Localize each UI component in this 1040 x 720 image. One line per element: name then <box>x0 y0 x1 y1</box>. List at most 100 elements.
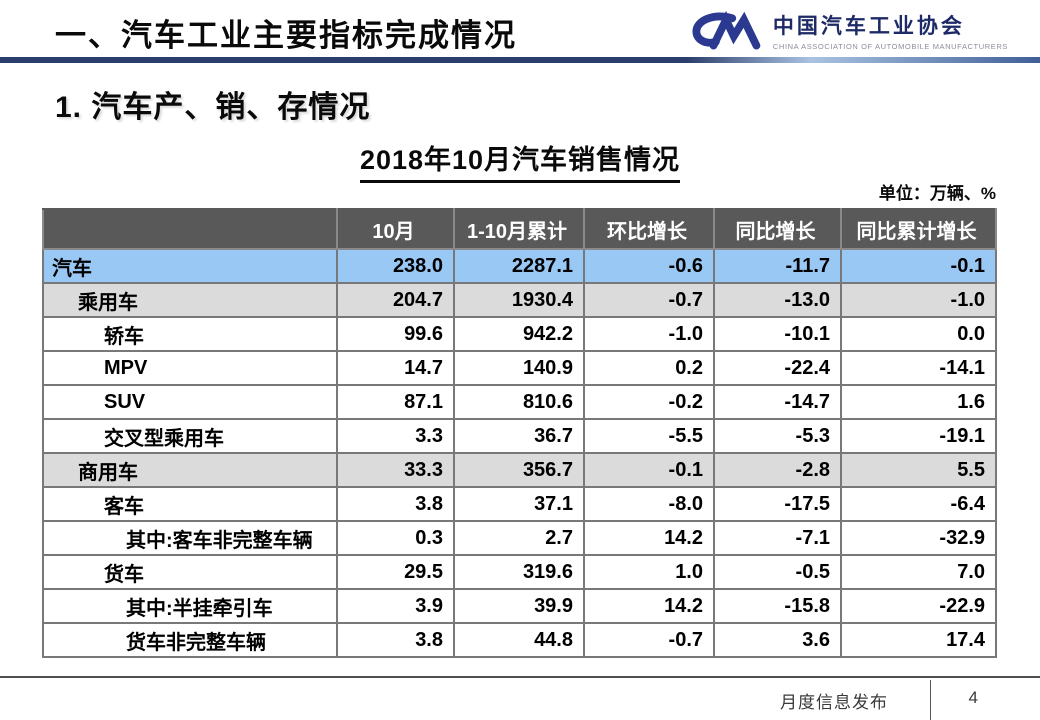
cell-value: 3.3 <box>336 418 455 454</box>
cell-value: 0.2 <box>583 350 715 386</box>
table-row: MPV 14.7 140.9 0.2 -22.4 -14.1 <box>42 350 997 386</box>
cell-value: 3.8 <box>336 622 455 658</box>
cell-value: 3.6 <box>713 622 842 658</box>
cell-value: 3.9 <box>336 588 455 624</box>
column-header: 同比增长 <box>713 208 842 250</box>
page-number: 4 <box>968 688 978 707</box>
cell-value: 1.6 <box>840 384 997 420</box>
cell-value: 36.7 <box>453 418 585 454</box>
cell-value: 2.7 <box>453 520 585 556</box>
row-label: 商用车 <box>42 452 338 488</box>
row-label: SUV <box>42 384 338 420</box>
cell-value: -0.7 <box>583 282 715 318</box>
header-divider <box>0 57 1040 63</box>
table-row: 轿车 99.6 942.2 -1.0 -10.1 0.0 <box>42 316 997 352</box>
cell-value: -0.6 <box>583 248 715 284</box>
cell-value: -13.0 <box>713 282 842 318</box>
row-label: 其中:客车非完整车辆 <box>42 520 338 556</box>
column-header <box>42 208 338 250</box>
row-label: MPV <box>42 350 338 386</box>
table-row: 客车 3.8 37.1 -8.0 -17.5 -6.4 <box>42 486 997 522</box>
table-title: 2018年10月汽车销售情况 <box>359 138 681 183</box>
cell-value: 810.6 <box>453 384 585 420</box>
sales-table: 10月 1-10月累计 环比增长 同比增长 同比累计增长 汽车 238.0 2287.1 -0… <box>42 208 997 658</box>
cell-value: -1.0 <box>840 282 997 318</box>
cell-value: 44.8 <box>453 622 585 658</box>
cell-value: 319.6 <box>453 554 585 590</box>
cell-value: 942.2 <box>453 316 585 352</box>
cell-value: 33.3 <box>336 452 455 488</box>
cell-value: -14.7 <box>713 384 842 420</box>
column-header: 同比累计增长 <box>840 208 997 250</box>
row-label: 乘用车 <box>42 282 338 318</box>
table-row: 其中:客车非完整车辆 0.3 2.7 14.2 -7.1 -32.9 <box>42 520 997 556</box>
cell-value: 14.2 <box>583 588 715 624</box>
row-label: 客车 <box>42 486 338 522</box>
row-label: 汽车 <box>42 248 338 284</box>
cell-value: 238.0 <box>336 248 455 284</box>
table-title-wrap: 2018年10月汽车销售情况 <box>0 138 1040 183</box>
logo-name-en: CHINA ASSOCIATION OF AUTOMOBILE MANUFACT… <box>772 41 1008 51</box>
cell-value: 39.9 <box>453 588 585 624</box>
table-row: 货车非完整车辆 3.8 44.8 -0.7 3.6 17.4 <box>42 622 997 658</box>
row-label: 交叉型乘用车 <box>42 418 338 454</box>
cell-value: -22.9 <box>840 588 997 624</box>
cell-value: -1.0 <box>583 316 715 352</box>
section-title: 1. 汽车产、销、存情况 <box>55 91 371 124</box>
page-title: 一、汽车工业主要指标完成情况 <box>55 18 517 53</box>
cell-value: 0.0 <box>840 316 997 352</box>
cell-value: 0.3 <box>336 520 455 556</box>
header-row: 10月 1-10月累计 环比增长 同比增长 同比累计增长 <box>42 208 997 250</box>
unit-label: 单位：万辆、% <box>878 184 996 203</box>
column-header: 环比增长 <box>583 208 715 250</box>
cell-value: -7.1 <box>713 520 842 556</box>
row-label: 轿车 <box>42 316 338 352</box>
table-row: 商用车 33.3 356.7 -0.1 -2.8 5.5 <box>42 452 997 488</box>
cell-value: 99.6 <box>336 316 455 352</box>
cell-value: 87.1 <box>336 384 455 420</box>
cell-value: -11.7 <box>713 248 842 284</box>
cell-value: -8.0 <box>583 486 715 522</box>
cell-value: -0.5 <box>713 554 842 590</box>
cell-value: -14.1 <box>840 350 997 386</box>
footer-label: 月度信息发布 <box>780 693 888 712</box>
caam-logo: 中国汽车工业协会 CHINA ASSOCIATION OF AUTOMOBILE… <box>687 8 1008 52</box>
cell-value: 17.4 <box>840 622 997 658</box>
cell-value: -32.9 <box>840 520 997 556</box>
row-label: 货车 <box>42 554 338 590</box>
cell-value: 37.1 <box>453 486 585 522</box>
cell-value: -0.2 <box>583 384 715 420</box>
row-label: 货车非完整车辆 <box>42 622 338 658</box>
column-header: 1-10月累计 <box>453 208 585 250</box>
cell-value: 1930.4 <box>453 282 585 318</box>
sales-table-body: 汽车 238.0 2287.1 -0.6 -11.7 -0.1 乘用车 204.7 1930.4… <box>42 248 997 658</box>
table-row: 货车 29.5 319.6 1.0 -0.5 7.0 <box>42 554 997 590</box>
cell-value: -19.1 <box>840 418 997 454</box>
cell-value: 204.7 <box>336 282 455 318</box>
cell-value: -0.1 <box>583 452 715 488</box>
column-header: 10月 <box>336 208 455 250</box>
footer-divider <box>930 680 931 720</box>
cell-value: -0.1 <box>840 248 997 284</box>
cell-value: 140.9 <box>453 350 585 386</box>
cell-value: -6.4 <box>840 486 997 522</box>
cell-value: 29.5 <box>336 554 455 590</box>
table-row: 乘用车 204.7 1930.4 -0.7 -13.0 -1.0 <box>42 282 997 318</box>
cell-value: 2287.1 <box>453 248 585 284</box>
cell-value: 14.7 <box>336 350 455 386</box>
row-label: 其中:半挂牵引车 <box>42 588 338 624</box>
logo-text: 中国汽车工业协会 CHINA ASSOCIATION OF AUTOMOBILE… <box>773 10 1008 51</box>
cell-value: -10.1 <box>713 316 842 352</box>
table-row: 汽车 238.0 2287.1 -0.6 -11.7 -0.1 <box>42 248 997 284</box>
table-row: 其中:半挂牵引车 3.9 39.9 14.2 -15.8 -22.9 <box>42 588 997 624</box>
cell-value: 1.0 <box>583 554 715 590</box>
cell-value: -17.5 <box>713 486 842 522</box>
cell-value: -15.8 <box>713 588 842 624</box>
cell-value: 356.7 <box>453 452 585 488</box>
cell-value: 14.2 <box>583 520 715 556</box>
footer-line <box>0 676 1040 678</box>
cell-value: 7.0 <box>840 554 997 590</box>
table-row: 交叉型乘用车 3.3 36.7 -5.5 -5.3 -19.1 <box>42 418 997 454</box>
cell-value: -5.3 <box>713 418 842 454</box>
